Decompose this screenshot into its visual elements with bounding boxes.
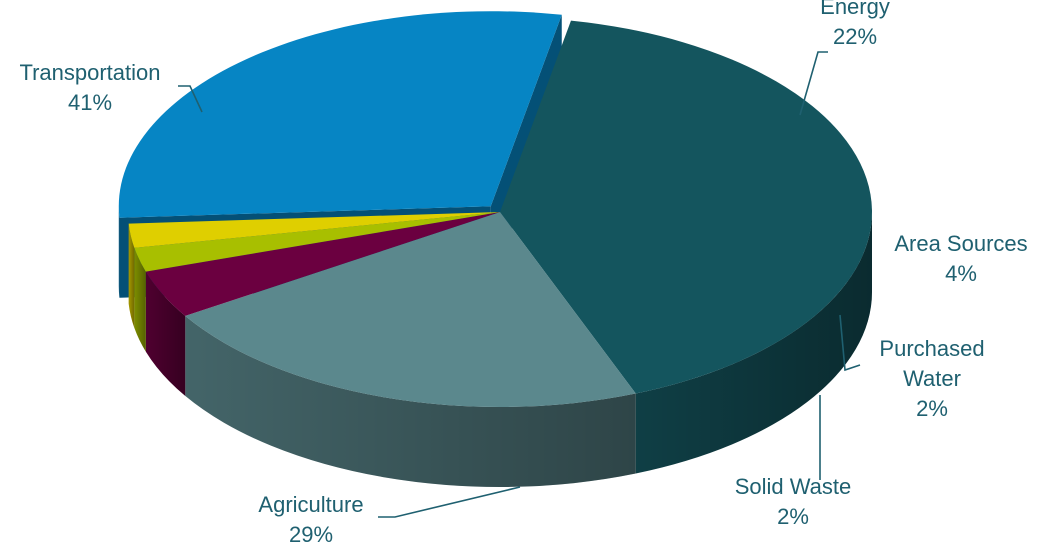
slice-label-purchased-water: Purchased Water 2% [879,336,984,421]
slice-labels: Transportation 41% Energy 22% Area Sources 4%… [19,0,1027,547]
slice-label-name-transportation: Transportation [19,60,160,85]
slice-side-shade-solid-waste [128,223,135,328]
slice-label-percent-energy: 22% [833,24,877,49]
slice-energy [185,212,636,408]
slice-side-shade-agriculture [118,206,120,298]
slice-label-percent-purchased-water: 2% [916,396,948,421]
slice-label-name-purchased-water-0: Purchased [879,336,984,361]
slice-area-sources [145,212,500,316]
slice-side-shade-area-sources [145,271,186,396]
leader-line-transportation [178,85,203,113]
slice-label-area-sources: Area Sources 4% [894,231,1027,286]
slice-side-shade-transportation [635,212,872,474]
slice-label-solid-waste: Solid Waste 2% [735,474,852,529]
leader-line-agriculture [378,486,521,518]
leader-line-purchased-water [839,314,861,372]
slice-label-percent-agriculture: 29% [289,522,333,547]
slice-label-name-solid-waste: Solid Waste [735,474,852,499]
slice-transportation [500,20,873,394]
slice-solid-waste [128,212,500,248]
slice-label-agriculture: Agriculture 29% [258,492,363,547]
slice-label-percent-area-sources: 4% [945,261,977,286]
leader-lines [178,51,861,518]
slice-label-energy: Energy 22% [820,0,890,49]
pie-tops [118,11,873,408]
leader-line-energy [799,51,828,116]
slice-label-name-purchased-water-1: Water [903,366,961,391]
slice-side-shade-purchased-water [134,247,146,352]
slice-side-shade-energy [185,315,636,488]
slice-label-name-agriculture: Agriculture [258,492,363,517]
slice-label-percent-solid-waste: 2% [777,504,809,529]
slice-label-transportation: Transportation 41% [19,60,160,115]
slice-label-name-energy: Energy [820,0,890,19]
slice-purchased-water [134,212,500,272]
slice-agriculture [118,11,562,218]
slice-label-percent-transportation: 41% [68,90,112,115]
slice-label-name-area-sources: Area Sources [894,231,1027,256]
